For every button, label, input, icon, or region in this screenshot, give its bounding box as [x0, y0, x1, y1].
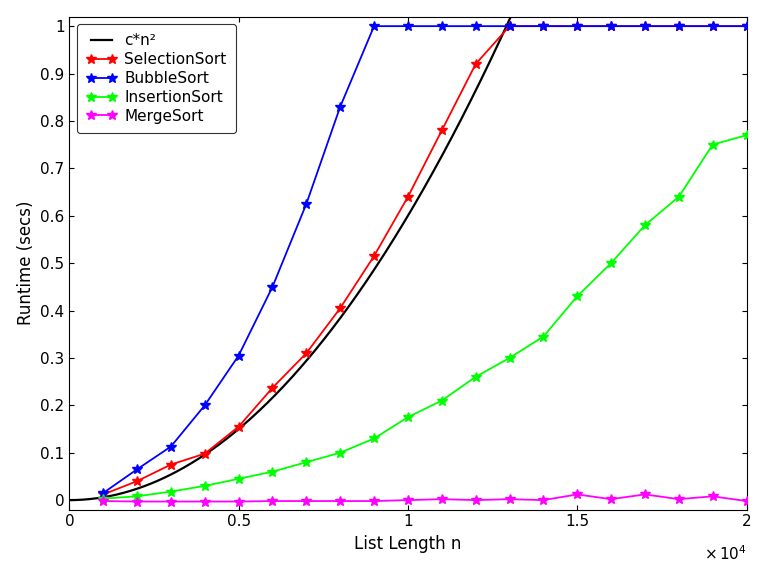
- Line: c*n²: c*n²: [69, 0, 746, 500]
- BubbleSort: [674, 22, 684, 29]
- SelectionSort: [132, 478, 141, 484]
- InsertionSort: [674, 194, 684, 200]
- SelectionSort: [607, 22, 616, 29]
- BubbleSort: [98, 490, 108, 497]
- c*n²: [386, 240, 396, 247]
- InsertionSort: [641, 222, 650, 229]
- InsertionSort: [369, 435, 379, 442]
- SelectionSort: [234, 423, 243, 430]
- SelectionSort: [369, 252, 379, 259]
- BubbleSort: [167, 443, 176, 450]
- c*n²: [390, 233, 399, 240]
- BubbleSort: [234, 352, 243, 359]
- MergeSort: [573, 491, 582, 498]
- MergeSort: [505, 496, 514, 503]
- MergeSort: [641, 491, 650, 498]
- SelectionSort: [167, 461, 176, 468]
- InsertionSort: [607, 260, 616, 267]
- SelectionSort: [641, 22, 650, 29]
- MergeSort: [336, 498, 345, 505]
- InsertionSort: [98, 495, 108, 502]
- Text: $\times\,10^4$: $\times\,10^4$: [703, 544, 746, 563]
- SelectionSort: [742, 22, 751, 29]
- SelectionSort: [403, 194, 412, 200]
- MergeSort: [403, 497, 412, 503]
- MergeSort: [607, 496, 616, 503]
- SelectionSort: [505, 22, 514, 29]
- InsertionSort: [539, 333, 548, 340]
- MergeSort: [132, 498, 141, 505]
- MergeSort: [234, 498, 243, 505]
- Line: InsertionSort: InsertionSort: [98, 130, 751, 503]
- Y-axis label: Runtime (secs): Runtime (secs): [17, 201, 35, 325]
- MergeSort: [302, 498, 311, 505]
- SelectionSort: [573, 22, 582, 29]
- X-axis label: List Length n: List Length n: [354, 535, 462, 553]
- MergeSort: [674, 496, 684, 503]
- BubbleSort: [505, 22, 514, 29]
- c*n²: [65, 497, 74, 503]
- Line: SelectionSort: SelectionSort: [98, 21, 751, 499]
- SelectionSort: [268, 384, 277, 391]
- MergeSort: [471, 497, 480, 503]
- BubbleSort: [132, 466, 141, 473]
- BubbleSort: [200, 402, 210, 409]
- MergeSort: [742, 498, 751, 505]
- SelectionSort: [437, 127, 446, 134]
- InsertionSort: [437, 397, 446, 404]
- InsertionSort: [167, 488, 176, 495]
- InsertionSort: [708, 141, 717, 148]
- InsertionSort: [132, 493, 141, 500]
- BubbleSort: [573, 22, 582, 29]
- InsertionSort: [742, 132, 751, 139]
- BubbleSort: [268, 283, 277, 290]
- InsertionSort: [471, 373, 480, 380]
- InsertionSort: [268, 468, 277, 475]
- InsertionSort: [403, 414, 412, 420]
- Line: BubbleSort: BubbleSort: [98, 21, 751, 498]
- MergeSort: [369, 498, 379, 505]
- MergeSort: [268, 498, 277, 505]
- BubbleSort: [742, 22, 751, 29]
- BubbleSort: [641, 22, 650, 29]
- InsertionSort: [573, 293, 582, 300]
- BubbleSort: [708, 22, 717, 29]
- SelectionSort: [471, 60, 480, 67]
- BubbleSort: [369, 22, 379, 29]
- Line: MergeSort: MergeSort: [98, 490, 751, 506]
- MergeSort: [200, 498, 210, 505]
- InsertionSort: [505, 354, 514, 361]
- InsertionSort: [336, 449, 345, 456]
- Legend: c*n², SelectionSort, BubbleSort, InsertionSort, MergeSort: c*n², SelectionSort, BubbleSort, Inserti…: [77, 24, 236, 133]
- BubbleSort: [437, 22, 446, 29]
- SelectionSort: [539, 22, 548, 29]
- BubbleSort: [302, 200, 311, 207]
- BubbleSort: [336, 103, 345, 110]
- SelectionSort: [98, 491, 108, 498]
- InsertionSort: [200, 483, 210, 490]
- BubbleSort: [607, 22, 616, 29]
- SelectionSort: [708, 22, 717, 29]
- c*n²: [431, 164, 440, 170]
- SelectionSort: [200, 450, 210, 457]
- InsertionSort: [302, 458, 311, 465]
- MergeSort: [539, 497, 548, 503]
- MergeSort: [437, 496, 446, 503]
- SelectionSort: [674, 22, 684, 29]
- BubbleSort: [539, 22, 548, 29]
- MergeSort: [708, 493, 717, 500]
- BubbleSort: [403, 22, 412, 29]
- SelectionSort: [336, 305, 345, 312]
- c*n²: [468, 94, 477, 101]
- BubbleSort: [471, 22, 480, 29]
- InsertionSort: [234, 475, 243, 482]
- MergeSort: [98, 498, 108, 505]
- SelectionSort: [302, 350, 311, 357]
- MergeSort: [167, 498, 176, 505]
